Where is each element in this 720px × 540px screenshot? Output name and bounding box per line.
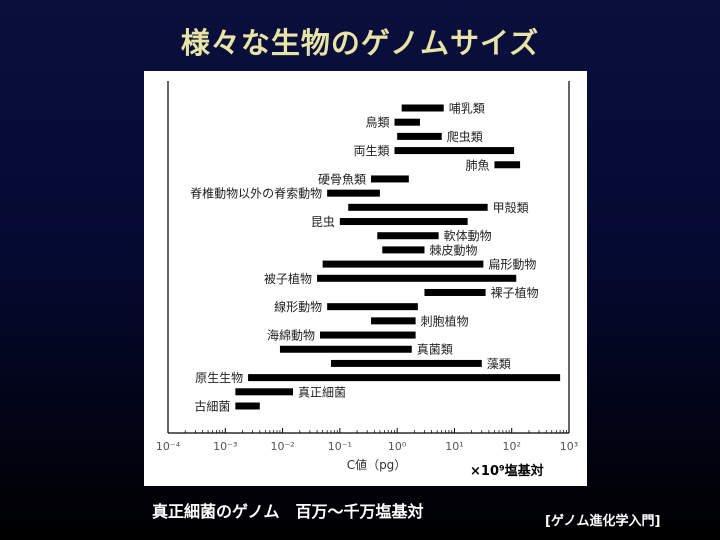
bar-label: 両生類 — [354, 144, 390, 158]
x-tick-label: 10⁰ — [388, 440, 407, 453]
x-tick-label: 10⁻³ — [213, 440, 237, 453]
bar-label: 海綿動物 — [267, 328, 315, 343]
source-citation: [ゲノム進化学入門] — [545, 514, 661, 529]
bar-label: 鳥類 — [366, 115, 390, 130]
bar-label: 真菌類 — [417, 343, 453, 357]
bar-label: 脊椎動物以外の脊索動物 — [190, 186, 322, 201]
bar-label: 哺乳類 — [449, 102, 485, 116]
genome-size-chart: 10⁻⁴ 10⁻³ 10⁻² 10⁻¹ 10⁰ 10¹ 10² 10³ C値（pg） 哺乳類鳥類爬… — [144, 71, 587, 486]
bar-label: 古細菌 — [194, 399, 230, 414]
range-bar — [322, 260, 484, 268]
bar-label: 刺胞植物 — [421, 313, 469, 328]
range-bar — [397, 132, 442, 140]
range-bar — [327, 303, 418, 311]
x-tick-label: 10¹ — [445, 440, 463, 453]
bar-label: 甲殻類 — [493, 201, 529, 215]
range-bar — [382, 246, 425, 254]
range-bar — [319, 331, 416, 339]
x-tick-label: 10² — [503, 440, 521, 453]
range-bar — [377, 232, 439, 240]
slide-caption: 真正細菌のゲノム 百万～千万塩基対 — [152, 502, 424, 521]
bar-label: 軟体動物 — [444, 228, 492, 243]
bar-label: 被子植物 — [264, 271, 312, 286]
range-bar — [248, 374, 561, 382]
range-bar — [330, 359, 482, 367]
bar-label: 藻類 — [487, 357, 511, 371]
bar-label: 真正細菌 — [298, 385, 346, 399]
bar-label: 裸子植物 — [491, 285, 539, 300]
chart-svg: 10⁻⁴ 10⁻³ 10⁻² 10⁻¹ 10⁰ 10¹ 10² 10³ C値（pg） 哺乳類鳥類爬… — [156, 81, 578, 472]
range-bar — [317, 274, 517, 282]
x-axis-title: C値（pg） — [347, 457, 407, 472]
range-bar — [339, 218, 468, 226]
range-bar — [327, 189, 380, 197]
range-bar — [494, 161, 521, 169]
bar-label: 原生生物 — [195, 371, 243, 385]
range-bar — [394, 118, 420, 126]
range-bar — [235, 402, 260, 410]
range-bar — [401, 104, 444, 112]
x-tick-label: 10⁻¹ — [328, 440, 352, 453]
x-tick-label: 10⁻² — [270, 440, 294, 453]
range-bar — [279, 345, 412, 353]
bar-label: 肺魚 — [465, 158, 489, 172]
x-tick-label: 10⁻⁴ — [156, 440, 181, 453]
range-bar — [371, 317, 416, 325]
range-bar — [235, 388, 293, 396]
range-bar — [424, 288, 486, 296]
x-tick-label: 10³ — [560, 440, 578, 453]
range-bar — [394, 147, 515, 155]
bar-label: 線形動物 — [274, 299, 322, 314]
bar-label: 棘皮動物 — [429, 243, 477, 257]
bar-label: 硬骨魚類 — [318, 172, 366, 186]
unit-note: ×10⁹塩基対 — [470, 464, 544, 479]
bar-label: 爬虫類 — [447, 130, 483, 144]
range-bar — [371, 175, 409, 183]
slide-title: 様々な生物のゲノムサイズ — [180, 26, 540, 60]
bar-label: 昆虫 — [311, 215, 335, 229]
bar-label: 扁形動物 — [488, 258, 536, 272]
range-bar — [348, 203, 488, 211]
